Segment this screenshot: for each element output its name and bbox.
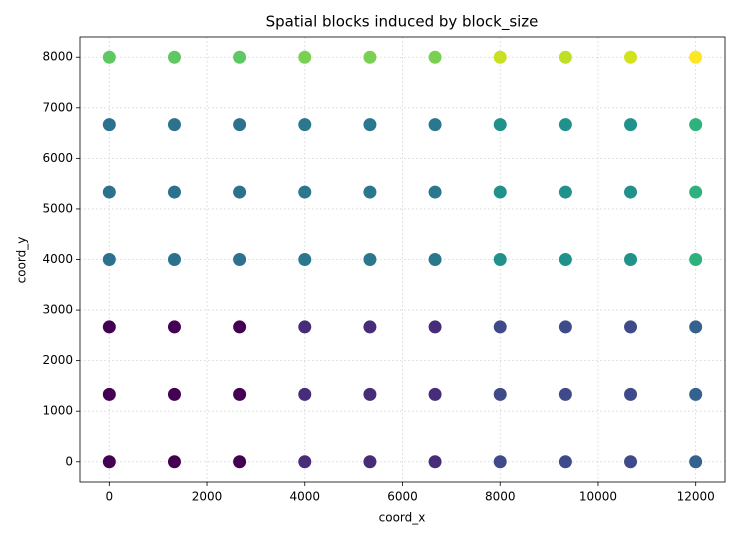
point bbox=[624, 185, 638, 199]
point bbox=[363, 455, 377, 469]
x-axis-label: coord_x bbox=[379, 511, 426, 525]
point bbox=[493, 185, 507, 199]
point bbox=[493, 50, 507, 64]
point bbox=[298, 253, 312, 266]
point bbox=[363, 253, 377, 266]
point bbox=[233, 455, 247, 469]
point bbox=[558, 185, 572, 199]
point bbox=[493, 320, 507, 334]
point bbox=[493, 455, 507, 469]
point bbox=[624, 253, 638, 266]
point bbox=[428, 387, 442, 401]
point bbox=[558, 253, 572, 266]
point bbox=[689, 455, 703, 469]
point bbox=[493, 253, 507, 266]
point bbox=[493, 387, 507, 401]
point bbox=[102, 118, 116, 132]
point bbox=[363, 50, 377, 64]
plot-frame bbox=[79, 36, 726, 483]
point bbox=[363, 118, 377, 132]
point bbox=[363, 387, 377, 401]
point bbox=[167, 455, 181, 469]
point bbox=[428, 455, 442, 469]
point bbox=[428, 320, 442, 334]
point bbox=[233, 387, 247, 401]
point bbox=[689, 320, 703, 334]
point bbox=[624, 455, 638, 469]
point bbox=[298, 455, 312, 469]
point bbox=[428, 50, 442, 64]
point bbox=[233, 253, 247, 266]
point bbox=[624, 387, 638, 401]
x-tick-label: 2000 bbox=[192, 490, 223, 504]
point bbox=[689, 50, 703, 64]
x-tick-label: 8000 bbox=[485, 490, 516, 504]
point bbox=[558, 320, 572, 334]
point bbox=[428, 118, 442, 132]
point bbox=[167, 118, 181, 132]
y-tick-label: 3000 bbox=[42, 303, 73, 317]
point bbox=[102, 50, 116, 64]
y-tick-label: 7000 bbox=[42, 100, 73, 114]
point bbox=[233, 185, 247, 199]
y-tick-label: 8000 bbox=[42, 50, 73, 64]
point bbox=[493, 118, 507, 132]
point bbox=[558, 118, 572, 132]
point bbox=[689, 185, 703, 199]
y-tick-label: 4000 bbox=[42, 252, 73, 266]
point bbox=[298, 118, 312, 132]
point bbox=[298, 50, 312, 64]
point bbox=[233, 118, 247, 132]
point bbox=[689, 118, 703, 132]
point bbox=[624, 50, 638, 64]
point bbox=[167, 50, 181, 64]
y-tick-label: 0 bbox=[65, 454, 73, 468]
point bbox=[558, 387, 572, 401]
point bbox=[233, 320, 247, 334]
point bbox=[624, 320, 638, 334]
point bbox=[167, 253, 181, 266]
y-tick-label: 6000 bbox=[42, 151, 73, 165]
x-tick-label: 12000 bbox=[677, 490, 715, 504]
point bbox=[428, 253, 442, 266]
x-tick-label: 6000 bbox=[387, 490, 418, 504]
point bbox=[558, 50, 572, 64]
y-tick-label: 1000 bbox=[42, 404, 73, 418]
point bbox=[689, 253, 703, 266]
point bbox=[102, 455, 116, 469]
chart-title: Spatial blocks induced by block_size bbox=[266, 13, 539, 32]
point bbox=[167, 387, 181, 401]
x-tick-label: 4000 bbox=[289, 490, 320, 504]
y-axis-label: coord_y bbox=[15, 237, 29, 284]
x-tick-label: 10000 bbox=[579, 490, 617, 504]
point bbox=[102, 253, 116, 266]
point bbox=[167, 320, 181, 334]
point bbox=[102, 185, 116, 199]
point bbox=[624, 118, 638, 132]
point bbox=[167, 185, 181, 199]
point bbox=[102, 387, 116, 401]
point bbox=[363, 320, 377, 334]
point bbox=[363, 185, 377, 199]
point bbox=[102, 320, 116, 334]
point bbox=[298, 185, 312, 199]
point bbox=[298, 387, 312, 401]
y-tick-label: 2000 bbox=[42, 353, 73, 367]
x-tick-label: 0 bbox=[105, 490, 113, 504]
point bbox=[689, 387, 703, 401]
point bbox=[298, 320, 312, 334]
point bbox=[428, 185, 442, 199]
y-tick-label: 5000 bbox=[42, 201, 73, 215]
point bbox=[558, 455, 572, 469]
point bbox=[233, 50, 247, 64]
